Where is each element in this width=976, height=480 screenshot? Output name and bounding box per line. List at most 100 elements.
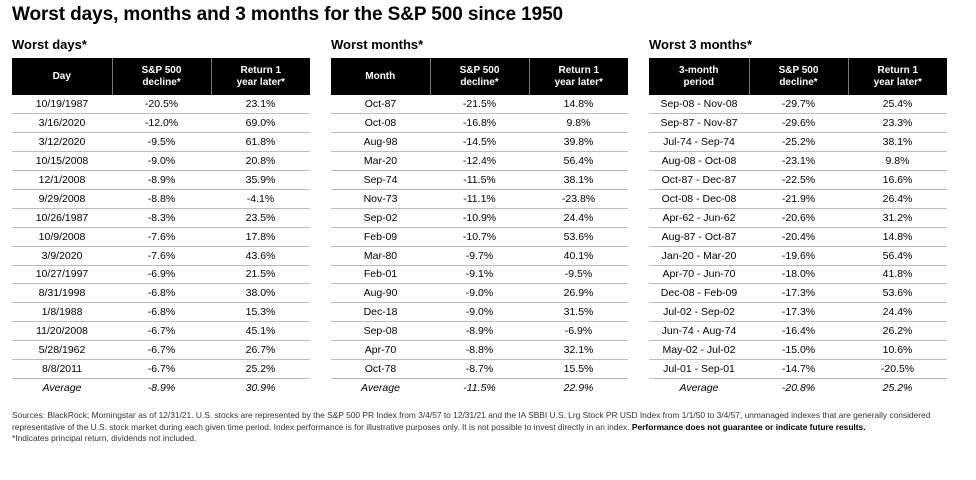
- table-cell: -16.8%: [430, 113, 529, 134]
- table-cell: 40.1%: [529, 246, 628, 266]
- table-cell: Feb-01: [331, 265, 430, 285]
- table-cell: -18.0%: [749, 265, 848, 285]
- table-cell: 69.0%: [211, 113, 310, 134]
- column-header: Month: [331, 58, 430, 95]
- table-cell: Sep-74: [331, 170, 430, 190]
- table-cell: -9.0%: [430, 283, 529, 304]
- average-cell: 22.9%: [563, 382, 594, 395]
- table-cell: 15.5%: [529, 359, 628, 379]
- table-body: 10/19/1987 -20.5% 23.1% 3/16/2020 -12.0% 69.0…: [12, 95, 310, 397]
- table-cell: Nov-73: [331, 189, 430, 209]
- table-title: Worst 3 months*: [649, 37, 753, 52]
- table-cell: -15.0%: [749, 340, 848, 360]
- table-cell: -10.9%: [430, 208, 529, 228]
- average-cell: 25.2%: [882, 382, 913, 395]
- table-row: 8/8/2011 -6.7% 25.2%: [12, 359, 310, 379]
- column-header: Return 1 year later*: [528, 58, 628, 95]
- table-cell: 38.1%: [529, 170, 628, 190]
- table-row: Sep-74 -11.5% 38.1%: [331, 170, 628, 190]
- table-cell: 26.9%: [529, 283, 628, 304]
- table-cell: 39.8%: [529, 132, 628, 153]
- table-cell: -7.6%: [112, 227, 211, 247]
- table-cell: -20.5%: [848, 359, 947, 379]
- average-row: Average -8.9% 30.9%: [12, 378, 310, 397]
- table-row: 10/19/1987 -20.5% 23.1%: [12, 95, 310, 115]
- table-row: 11/20/2008 -6.7% 45.1%: [12, 321, 310, 342]
- table-cell: 23.5%: [211, 208, 310, 228]
- table-row: 5/28/1962 -6.7% 26.7%: [12, 340, 310, 360]
- table-cell: 8/8/2011: [12, 359, 112, 379]
- table-cell: 12/1/2008: [12, 170, 112, 190]
- table-cell: 9/29/2008: [12, 189, 112, 209]
- table-cell: 23.1%: [211, 95, 310, 115]
- table-cell: -14.7%: [749, 359, 848, 379]
- table-row: 10/15/2008 -9.0% 20.8%: [12, 151, 310, 172]
- table-cell: Jun-74 - Aug-74: [649, 321, 749, 342]
- table-cell: 17.8%: [211, 227, 310, 247]
- average-row: Average -20.8% 25.2%: [649, 378, 947, 397]
- table-row: 1/8/1988 -6.8% 15.3%: [12, 302, 310, 323]
- table-cell: 61.8%: [211, 132, 310, 153]
- table-cell: -23.1%: [749, 151, 848, 172]
- column-header: S&P 500 decline*: [429, 58, 529, 95]
- table-cell: -6.9%: [529, 321, 628, 342]
- table-cell: Oct-78: [331, 359, 430, 379]
- table-row: Dec-08 - Feb-09 -17.3% 53.6%: [649, 283, 947, 304]
- table-cell: Sep-02: [331, 208, 430, 228]
- table-cell: -12.0%: [112, 113, 211, 134]
- table-cell: 5/28/1962: [12, 340, 112, 360]
- table-row: May-02 - Jul-02 -15.0% 10.6%: [649, 340, 947, 360]
- table-row: Oct-08 - Dec-08 -21.9% 26.4%: [649, 189, 947, 209]
- table-row: 10/26/1987 -8.3% 23.5%: [12, 208, 310, 228]
- table-cell: 23.3%: [848, 113, 947, 134]
- table-cell: Aug-90: [331, 283, 430, 304]
- table-cell: Sep-08: [331, 321, 430, 342]
- column-header: Return 1 year later*: [847, 58, 947, 95]
- data-table: 3-month period S&P 500 decline* Return 1 year…: [649, 58, 947, 397]
- table-cell: -20.6%: [749, 208, 848, 228]
- table-cell: 3/9/2020: [12, 246, 112, 266]
- table-cell: Oct-08: [331, 113, 430, 134]
- table-cell: 10/26/1987: [12, 208, 112, 228]
- table-cell: 45.1%: [211, 321, 310, 342]
- table-row: 8/31/1998 -6.8% 38.0%: [12, 283, 310, 304]
- table-row: Aug-98 -14.5% 39.8%: [331, 132, 628, 153]
- table-cell: 31.5%: [529, 302, 628, 323]
- table-cell: -8.8%: [112, 189, 211, 209]
- table-cell: Jan-20 - Mar-20: [649, 246, 749, 266]
- table-cell: 3/12/2020: [12, 132, 112, 153]
- performance-disclaimer: Performance does not guarantee or indica…: [631, 421, 866, 432]
- table-cell: 24.4%: [848, 302, 947, 323]
- table-cell: 53.6%: [529, 227, 628, 247]
- table-cell: Jul-74 - Sep-74: [649, 132, 749, 153]
- footnote: Sources: BlackRock; Morningstar as of 12…: [12, 410, 964, 445]
- table-row: 12/1/2008 -8.9% 35.9%: [12, 170, 310, 190]
- table-worst-months: Worst months* Month S&P 500 decline* Return…: [331, 36, 628, 397]
- table-cell: -9.5%: [529, 265, 628, 285]
- table-cell: -10.7%: [430, 227, 529, 247]
- table-cell: 10/9/2008: [12, 227, 112, 247]
- column-header: Return 1 year later*: [210, 58, 310, 95]
- table-cell: 3/16/2020: [12, 113, 112, 134]
- table-row: Oct-87 - Dec-87 -22.5% 16.6%: [649, 170, 947, 190]
- table-cell: 21.5%: [211, 265, 310, 285]
- average-cell: -20.8%: [781, 382, 816, 395]
- table-row: Aug-87 - Oct-87 -20.4% 14.8%: [649, 227, 947, 247]
- table-row: Oct-78 -8.7% 15.5%: [331, 359, 628, 379]
- table-row: Oct-87 -21.5% 14.8%: [331, 95, 628, 115]
- table-cell: -20.5%: [112, 95, 211, 115]
- table-cell: Mar-20: [331, 151, 430, 172]
- table-cell: -23.8%: [529, 189, 628, 209]
- table-row: Oct-08 -16.8% 9.8%: [331, 113, 628, 134]
- average-cell: -8.9%: [147, 382, 176, 395]
- table-row: 3/16/2020 -12.0% 69.0%: [12, 113, 310, 134]
- average-row: Average -11.5% 22.9%: [331, 378, 628, 397]
- average-cell: 30.9%: [245, 382, 276, 395]
- table-cell: Oct-08 - Dec-08: [649, 189, 749, 209]
- table-cell: -8.3%: [112, 208, 211, 228]
- table-cell: -11.1%: [430, 189, 529, 209]
- column-header: S&P 500 decline*: [111, 58, 211, 95]
- table-cell: -6.8%: [112, 302, 211, 323]
- data-table: Month S&P 500 decline* Return 1 year later* …: [331, 58, 628, 397]
- table-row: 3/12/2020 -9.5% 61.8%: [12, 132, 310, 153]
